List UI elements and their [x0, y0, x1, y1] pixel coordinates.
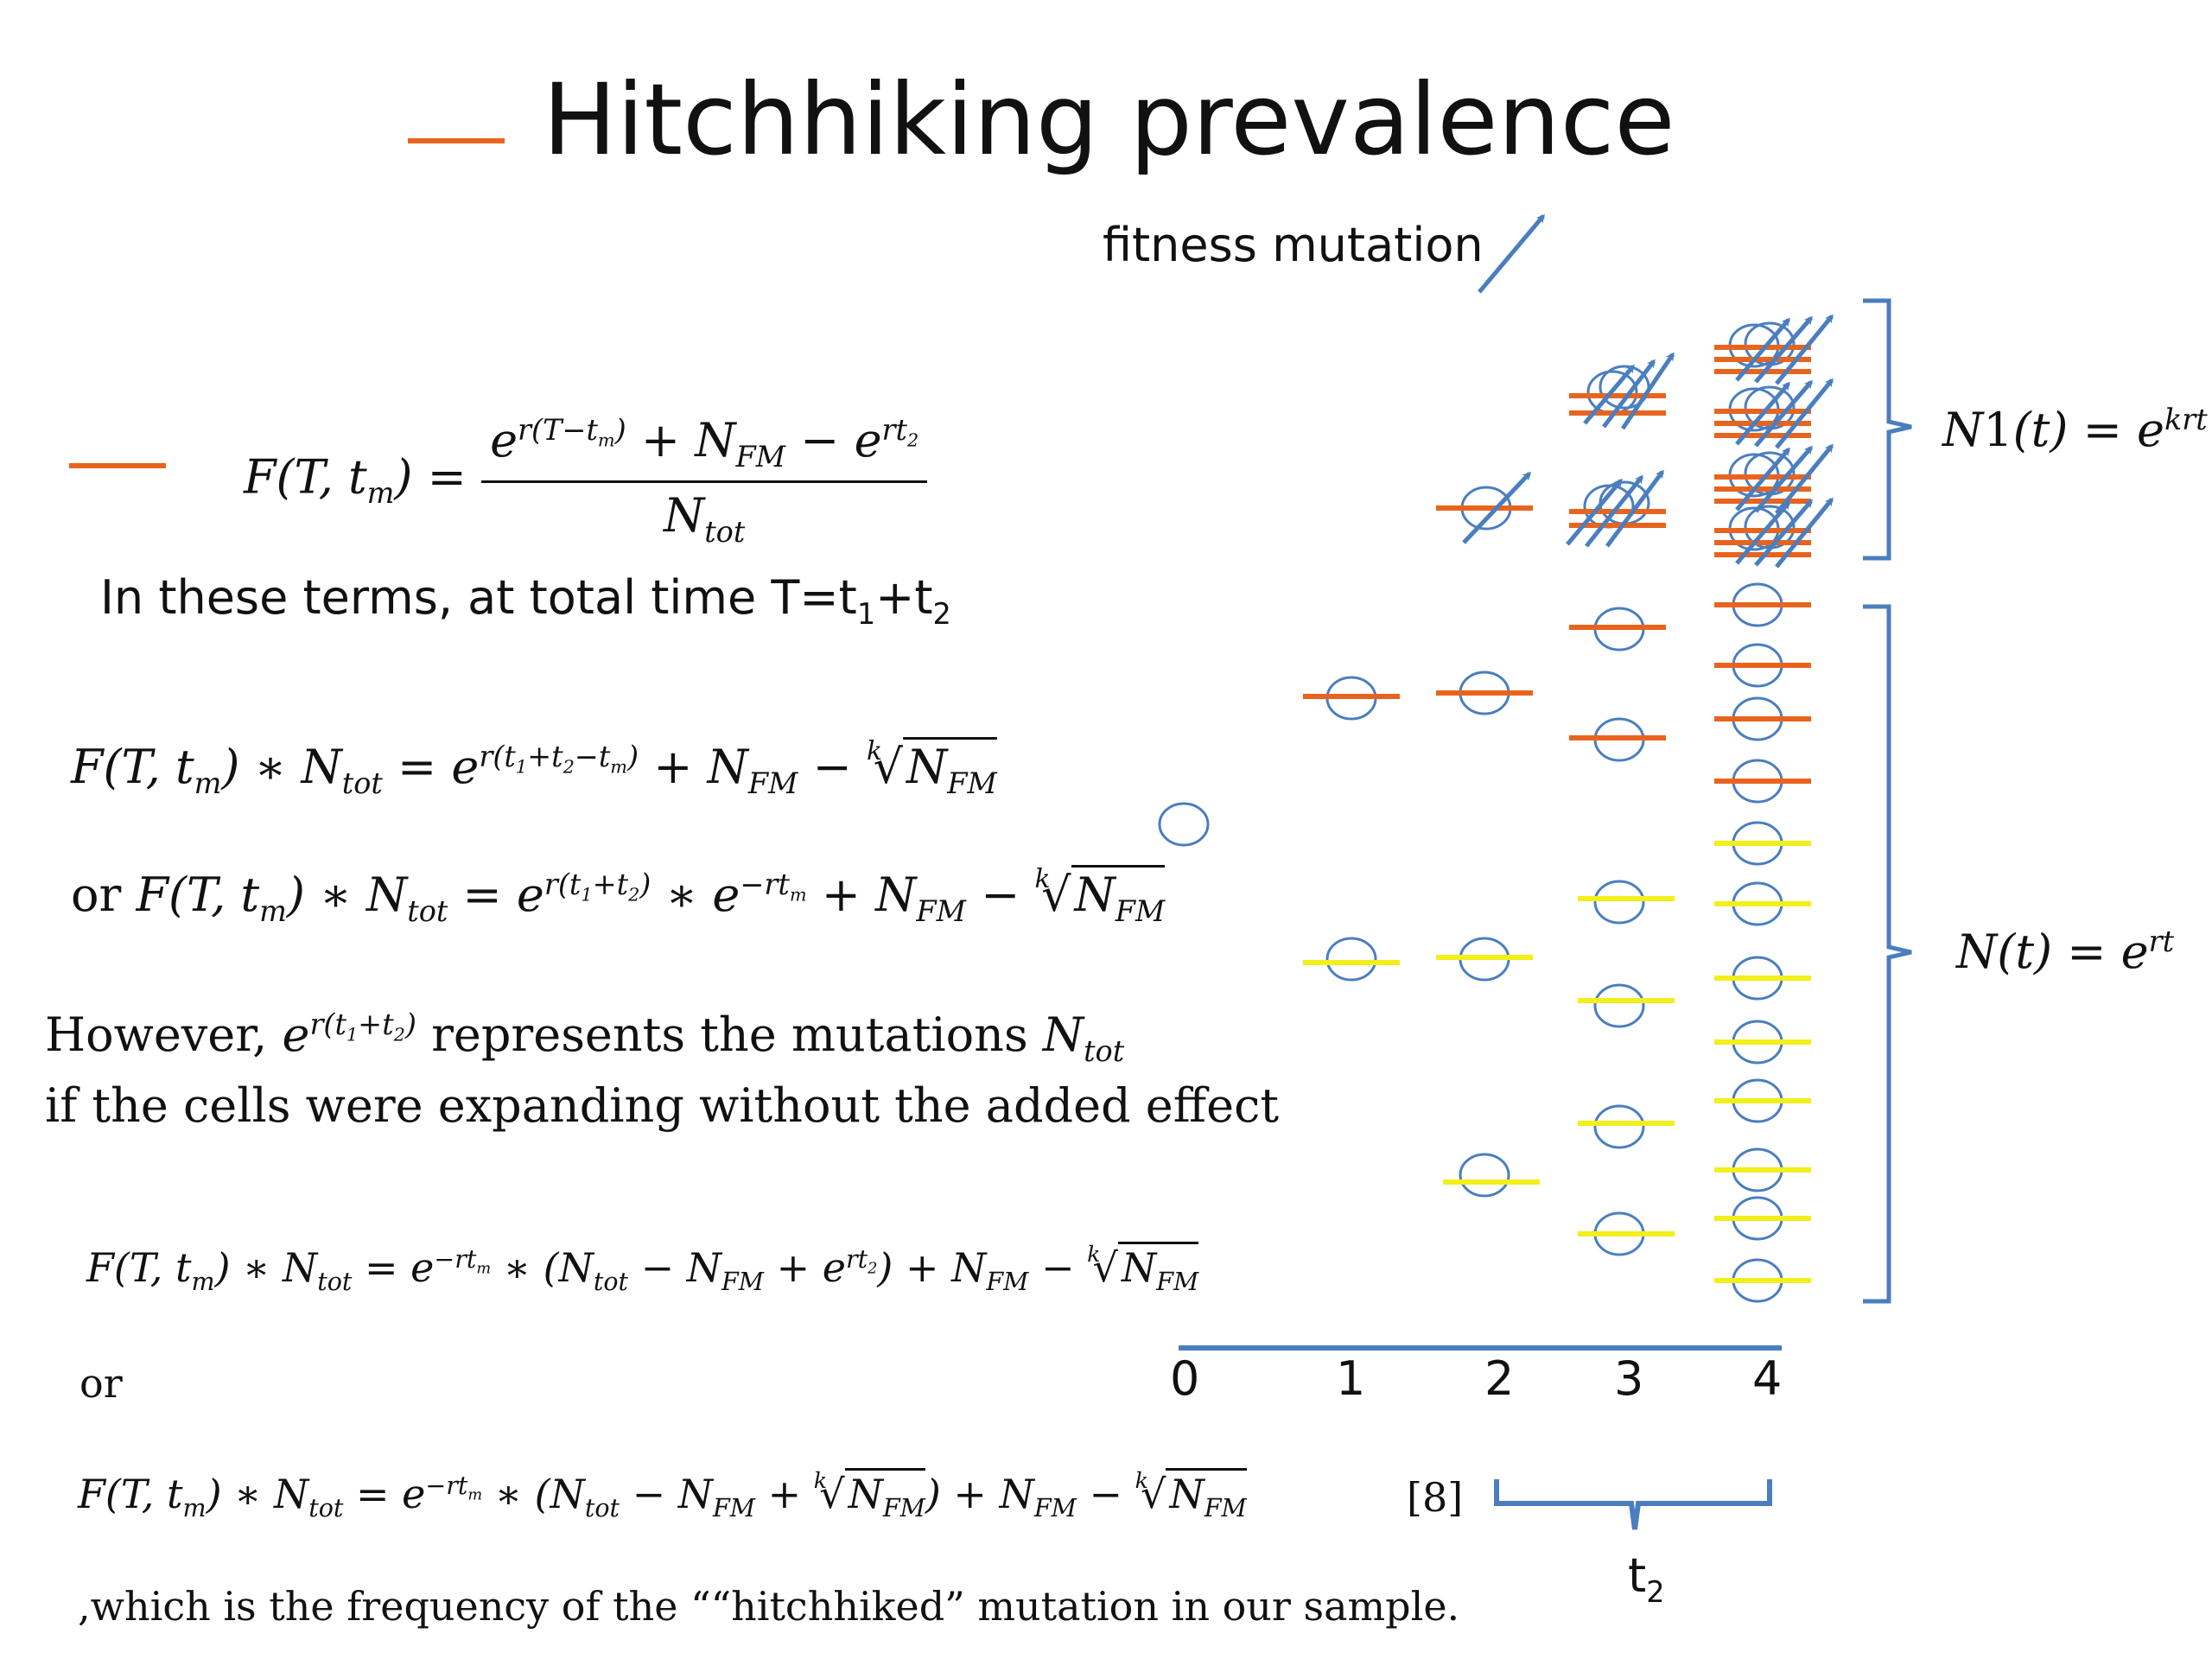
- fitness-arrow-icon: [1735, 447, 1790, 512]
- n-brace: [1863, 604, 1912, 1304]
- t2-label: t2: [1628, 1548, 1665, 1609]
- axis-tick-0: 0: [1170, 1351, 1200, 1406]
- reference-label: [8]: [1407, 1474, 1464, 1521]
- fitness-arrow-icon: [1735, 317, 1790, 382]
- fitness-mutation-label: fitness mutation: [1103, 218, 1484, 272]
- cell-circle: [1593, 983, 1645, 1028]
- fitness-arrow-icon: [1566, 478, 1623, 546]
- axis-tick-2: 2: [1484, 1351, 1515, 1406]
- fitness-arrow-icon: [1754, 499, 1813, 567]
- legend-arrow-icon: [1478, 213, 1545, 294]
- n1-brace: [1863, 298, 1912, 561]
- axis-tick-4: 4: [1752, 1351, 1783, 1406]
- n-formula: N(t) = ert: [1956, 925, 2175, 979]
- fitness-arrow-icon: [1754, 315, 1813, 384]
- equation-4: F(T, tm) ∗ Ntot = e−rtm ∗ (Ntot − NFM + …: [86, 1242, 1199, 1297]
- equation-5: F(T, tm) ∗ Ntot = e−rtm ∗ (Ntot − NFM + …: [78, 1468, 1247, 1523]
- fitness-arrow-icon: [1754, 379, 1813, 448]
- fitness-arrow-icon: [1620, 352, 1675, 430]
- fitness-arrow-icon: [1583, 364, 1635, 425]
- slide-title: Hitchhiking prevalence: [543, 62, 1675, 177]
- cell-circle: [1593, 1104, 1645, 1149]
- cell-circle: [1459, 1153, 1510, 1198]
- however-line-2: if the cells were expanding without the …: [45, 1078, 1280, 1133]
- fitness-arrow-icon: [1585, 474, 1643, 548]
- however-line-1: However, er(t1+t2) represents the mutati…: [45, 1007, 1125, 1068]
- equation-3: or F(T, tm) ∗ Ntot = er(t1+t2) ∗ e−rtm +…: [71, 864, 1166, 928]
- eq1-legend-dash: [69, 463, 166, 468]
- fitness-arrow-icon: [1754, 445, 1813, 513]
- fitness-arrow-icon: [1462, 471, 1532, 544]
- fitness-arrow-icon: [1775, 378, 1834, 449]
- n1-formula: N1(t) = ekrt: [1942, 403, 2208, 457]
- terms-sentence: In these terms, at total time T=t1+t2: [100, 570, 951, 631]
- fitness-arrow-icon: [1735, 381, 1790, 446]
- or-label: or: [79, 1360, 123, 1407]
- title-legend-dash: [408, 138, 505, 143]
- fitness-arrow-icon: [1735, 500, 1790, 565]
- fitness-arrow-icon: [1602, 359, 1656, 429]
- cell-circle: [1593, 880, 1645, 925]
- cell-markers: [1158, 314, 1834, 1303]
- fitness-arrow-icon: [1605, 469, 1665, 548]
- axis-tick-3: 3: [1614, 1351, 1644, 1406]
- fitness-arrow-icon: [1775, 497, 1834, 569]
- fitness-arrow-icon: [1775, 314, 1834, 385]
- axis-tick-1: 1: [1336, 1351, 1366, 1406]
- cell-circle: [1325, 937, 1377, 982]
- t2-brace: [1494, 1479, 1772, 1530]
- closing-sentence: ,which is the frequency of the ““hitchhi…: [78, 1583, 1460, 1630]
- equation-1: F(T, tm) = er(T−tm) + NFM − ert2 Ntot: [244, 413, 928, 549]
- cell-circle: [1158, 802, 1210, 847]
- equation-2: F(T, tm) ∗ Ntot = er(t1+t2−tm) + NFM − k…: [71, 736, 997, 800]
